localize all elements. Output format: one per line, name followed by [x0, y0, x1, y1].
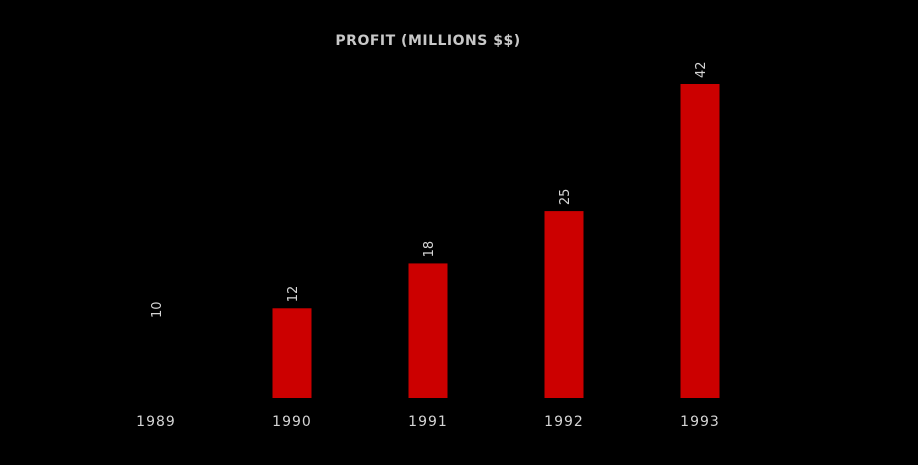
tick-label-1991: 1991 [408, 414, 448, 430]
data-label-1992: 25 [558, 189, 573, 206]
chart-title: PROFIT (MILLIONS $$) [335, 33, 520, 49]
data-label-1991: 18 [422, 241, 437, 258]
data-labels-group: 10 12 18 25 42 [150, 61, 709, 318]
tick-label-1993: 1993 [680, 414, 720, 430]
data-label-1990: 12 [286, 286, 301, 303]
x-axis-tick-labels: 1989 1990 1991 1992 1993 [136, 414, 720, 430]
bar-1991 [408, 263, 448, 398]
bar-1990 [272, 308, 312, 398]
tick-label-1992: 1992 [544, 414, 584, 430]
bar-1992 [544, 211, 584, 398]
data-label-1993: 42 [694, 61, 709, 78]
data-label-1989: 10 [150, 301, 165, 318]
tick-label-1990: 1990 [272, 414, 312, 430]
bar-1989 [136, 323, 176, 398]
tick-label-1989: 1989 [136, 414, 176, 430]
bar-1993 [680, 84, 720, 398]
bars-group [136, 84, 720, 398]
